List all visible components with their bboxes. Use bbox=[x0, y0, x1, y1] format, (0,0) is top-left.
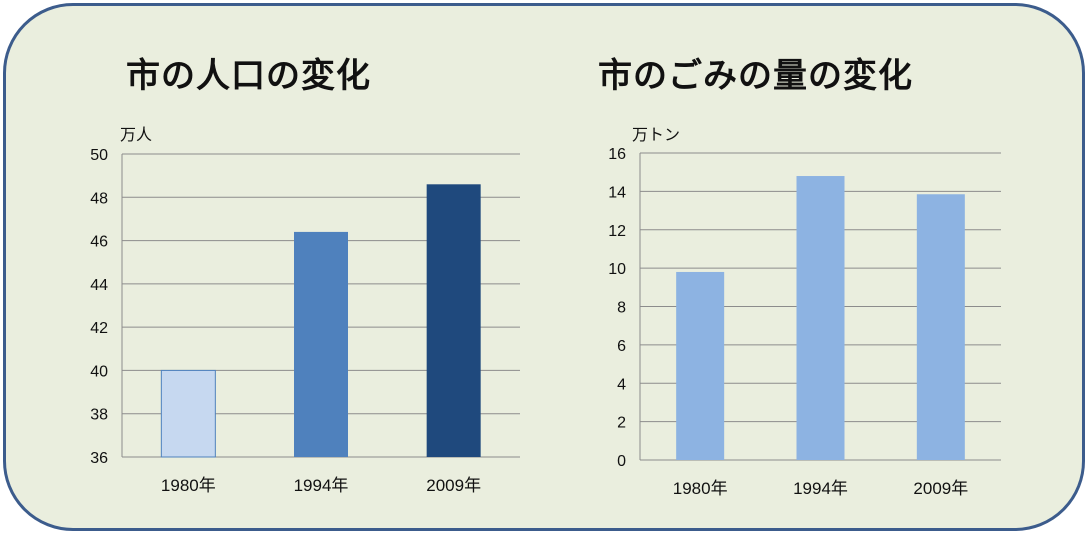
garbage-bar bbox=[676, 271, 725, 460]
population-category-label: 2009年 bbox=[426, 476, 481, 495]
garbage-category-label: 1980年 bbox=[673, 479, 728, 498]
garbage-category-label: 2009年 bbox=[913, 479, 968, 498]
garbage-bar bbox=[796, 176, 845, 460]
garbage-ytick-label: 8 bbox=[617, 300, 626, 317]
population-ytick-label: 48 bbox=[90, 190, 108, 207]
garbage-ytick-label: 12 bbox=[608, 223, 626, 240]
garbage-bar bbox=[916, 194, 965, 461]
garbage-category-label: 1994年 bbox=[793, 479, 848, 498]
population-ytick-label: 40 bbox=[90, 363, 108, 380]
population-ytick-label: 46 bbox=[90, 234, 108, 251]
population-ytick-label: 38 bbox=[90, 407, 108, 424]
population-category-label: 1994年 bbox=[294, 476, 349, 495]
garbage-chart-title: 市のごみの量の変化 bbox=[598, 56, 913, 96]
population-ytick-label: 42 bbox=[90, 320, 108, 337]
population-ytick-label: 36 bbox=[90, 450, 108, 467]
population-bar bbox=[426, 184, 481, 458]
garbage-ytick-label: 10 bbox=[608, 261, 626, 278]
garbage-ytick-label: 4 bbox=[617, 376, 626, 393]
population-bar bbox=[294, 231, 348, 457]
garbage-ytick-label: 2 bbox=[617, 415, 626, 432]
garbage-ytick-label: 0 bbox=[617, 453, 626, 470]
garbage-ytick-label: 14 bbox=[608, 184, 626, 201]
population-unit-label: 万人 bbox=[120, 126, 152, 144]
population-chart-title: 市の人口の変化 bbox=[126, 56, 371, 96]
garbage-unit-label: 万トン bbox=[632, 127, 680, 144]
garbage-ytick-label: 16 bbox=[608, 146, 626, 163]
population-ytick-label: 50 bbox=[90, 147, 108, 164]
population-ytick-label: 44 bbox=[90, 277, 108, 294]
population-category-label: 1980年 bbox=[161, 476, 216, 495]
garbage-ytick-label: 6 bbox=[617, 338, 626, 355]
population-bar bbox=[160, 369, 216, 458]
